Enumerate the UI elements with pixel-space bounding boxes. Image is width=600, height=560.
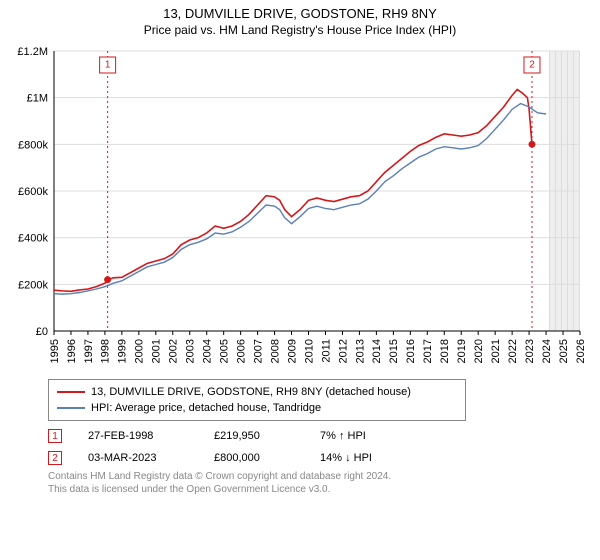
- transactions-table: 1 27-FEB-1998 £219,950 7% ↑ HPI 2 03-MAR-2023…: [48, 425, 590, 469]
- svg-text:2004: 2004: [202, 339, 214, 363]
- svg-text:2018: 2018: [439, 339, 451, 363]
- legend-row: 13, DUMVILLE DRIVE, GODSTONE, RH9 8NY (d…: [57, 384, 457, 400]
- transaction-row: 1 27-FEB-1998 £219,950 7% ↑ HPI: [48, 425, 590, 447]
- footnote-line: Contains HM Land Registry data © Crown c…: [48, 471, 590, 484]
- svg-text:2007: 2007: [252, 339, 264, 363]
- legend-label: 13, DUMVILLE DRIVE, GODSTONE, RH9 8NY (d…: [91, 386, 411, 398]
- svg-text:2016: 2016: [405, 339, 417, 363]
- svg-text:2002: 2002: [168, 339, 180, 363]
- chart: £0 £200k £400k £600k £800k £1M £1.2M 1995 1996 19…: [10, 43, 590, 373]
- svg-text:2017: 2017: [422, 339, 434, 363]
- svg-text:1996: 1996: [66, 339, 78, 363]
- transaction-date: 03-MAR-2023: [88, 452, 188, 464]
- svg-text:2: 2: [529, 60, 535, 71]
- svg-text:2008: 2008: [269, 339, 281, 363]
- svg-text:2014: 2014: [371, 339, 383, 363]
- series-hpi: [54, 104, 546, 295]
- transaction-date: 27-FEB-1998: [88, 430, 188, 442]
- svg-text:2026: 2026: [575, 339, 587, 363]
- legend-row: HPI: Average price, detached house, Tand…: [57, 400, 457, 416]
- svg-text:2006: 2006: [235, 339, 247, 363]
- title-main: 13, DUMVILLE DRIVE, GODSTONE, RH9 8NY: [10, 6, 590, 21]
- svg-text:£1.2M: £1.2M: [17, 46, 48, 58]
- svg-text:2003: 2003: [185, 339, 197, 363]
- svg-text:2001: 2001: [151, 339, 163, 363]
- svg-text:1997: 1997: [83, 339, 95, 363]
- svg-text:£200k: £200k: [18, 279, 48, 291]
- svg-text:2021: 2021: [490, 339, 502, 363]
- svg-text:2025: 2025: [558, 339, 570, 363]
- svg-text:2013: 2013: [354, 339, 366, 363]
- svg-text:1995: 1995: [49, 339, 61, 363]
- transaction-price: £800,000: [214, 452, 294, 464]
- svg-text:£1M: £1M: [27, 93, 48, 105]
- title-block: 13, DUMVILLE DRIVE, GODSTONE, RH9 8NY Pr…: [10, 6, 590, 37]
- legend-swatch: [57, 391, 85, 393]
- series-property: [54, 90, 532, 292]
- svg-text:2011: 2011: [320, 339, 332, 363]
- svg-text:2009: 2009: [286, 339, 298, 363]
- transaction-price: £219,950: [214, 430, 294, 442]
- transaction-delta: 7% ↑ HPI: [320, 430, 366, 442]
- legend-label: HPI: Average price, detached house, Tand…: [91, 402, 321, 414]
- svg-text:2019: 2019: [456, 339, 468, 363]
- svg-text:2023: 2023: [524, 339, 536, 363]
- title-subtitle: Price paid vs. HM Land Registry's House …: [10, 23, 590, 37]
- transaction-badge: 1: [48, 429, 62, 443]
- transaction-delta: 14% ↓ HPI: [320, 452, 372, 464]
- svg-text:£800k: £800k: [18, 139, 48, 151]
- chart-container: 13, DUMVILLE DRIVE, GODSTONE, RH9 8NY Pr…: [0, 0, 600, 560]
- transaction-point: [528, 141, 535, 148]
- chart-svg: £0 £200k £400k £600k £800k £1M £1.2M 1995 1996 19…: [10, 43, 590, 373]
- svg-text:2024: 2024: [541, 339, 553, 363]
- svg-text:1999: 1999: [117, 339, 129, 363]
- svg-text:1998: 1998: [100, 339, 112, 363]
- svg-text:2012: 2012: [337, 339, 349, 363]
- footnote-line: This data is licensed under the Open Gov…: [48, 484, 590, 497]
- svg-text:2020: 2020: [473, 339, 485, 363]
- transaction-badge: 2: [48, 451, 62, 465]
- transaction-row: 2 03-MAR-2023 £800,000 14% ↓ HPI: [48, 447, 590, 469]
- legend-swatch: [57, 407, 85, 409]
- svg-text:£600k: £600k: [18, 186, 48, 198]
- legend: 13, DUMVILLE DRIVE, GODSTONE, RH9 8NY (d…: [48, 379, 466, 421]
- svg-text:1: 1: [105, 60, 111, 71]
- svg-text:2010: 2010: [303, 339, 315, 363]
- transaction-point: [104, 276, 111, 283]
- footnote: Contains HM Land Registry data © Crown c…: [48, 471, 590, 496]
- svg-text:2000: 2000: [134, 339, 146, 363]
- svg-text:£0: £0: [36, 326, 48, 338]
- svg-text:2005: 2005: [219, 339, 231, 363]
- svg-text:£400k: £400k: [18, 233, 48, 245]
- svg-text:2015: 2015: [388, 339, 400, 363]
- svg-text:2022: 2022: [507, 339, 519, 363]
